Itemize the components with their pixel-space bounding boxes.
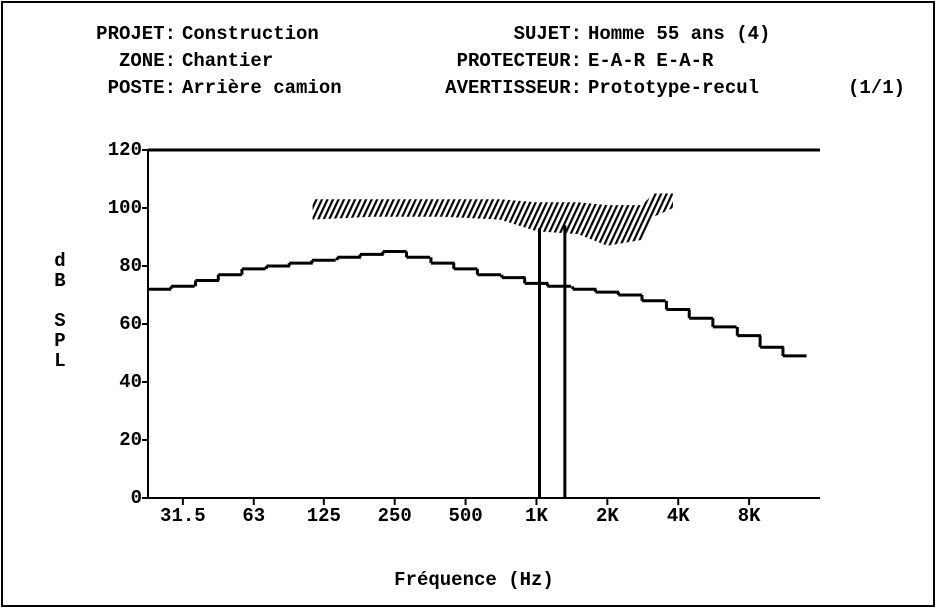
page-number: (1/1) (848, 77, 905, 99)
header-label: AVERTISSEUR: (445, 77, 582, 99)
y-tick-label: 40 (119, 371, 142, 393)
x-tick-label: 63 (242, 505, 265, 527)
x-tick-label: 125 (307, 505, 341, 527)
y-tick-label: 20 (119, 429, 142, 451)
x-tick-label: 250 (378, 505, 412, 527)
y-tick-label: 100 (108, 197, 142, 219)
header-label: POSTE: (108, 77, 176, 99)
y-tick-label: 0 (131, 487, 142, 509)
header-value: Chantier (182, 50, 273, 72)
x-tick-label: 1K (525, 505, 548, 527)
header-label: PROJET: (96, 23, 176, 45)
header-value: Prototype-recul (588, 77, 759, 99)
header-value: Arrière camion (182, 77, 342, 99)
header-label: ZONE: (119, 50, 176, 72)
y-tick-label: 120 (108, 139, 142, 161)
x-tick-label: 4K (667, 505, 690, 527)
x-tick-label: 31.5 (160, 505, 206, 527)
x-tick-label: 8K (738, 505, 761, 527)
y-tick-label: 60 (119, 313, 142, 335)
header-value: Homme 55 ans (4) (588, 23, 770, 45)
header-value: E-A-R E-A-R (588, 50, 714, 72)
x-axis-label: Fréquence (Hz) (394, 569, 554, 591)
y-axis-label: dB SPL (49, 250, 71, 370)
x-tick-label: 2K (596, 505, 619, 527)
y-tick-label: 80 (119, 255, 142, 277)
header-label: SUJET: (514, 23, 582, 45)
hatched-region (312, 193, 673, 246)
header-value: Construction (182, 23, 319, 45)
x-tick-label: 500 (448, 505, 482, 527)
header-label: PROTECTEUR: (457, 50, 582, 72)
